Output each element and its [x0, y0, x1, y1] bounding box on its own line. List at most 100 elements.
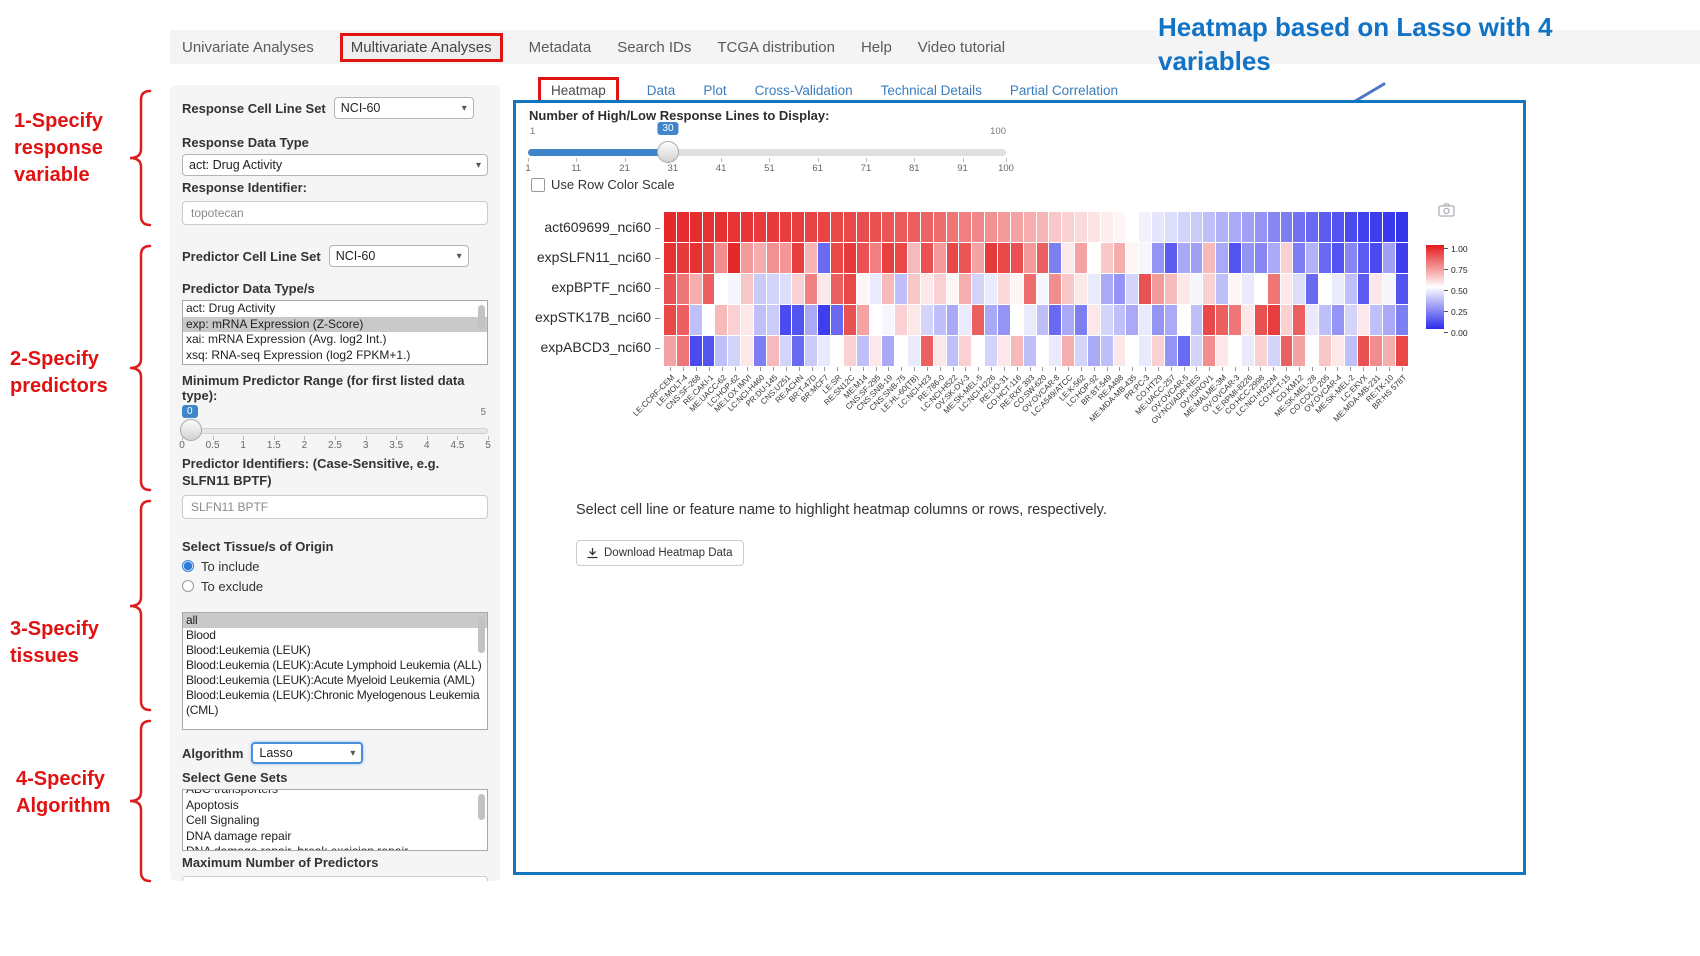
- response-identifier-input[interactable]: topotecan: [182, 201, 488, 225]
- list-option-xsq-rna-seq-expression-log2-fpkm-1[interactable]: xsq: RNA-seq Expression (log2 FPKM+1.): [186, 347, 411, 362]
- predictor-identifiers-input[interactable]: SLFN11 BPTF: [182, 495, 488, 519]
- heatmap-cell[interactable]: [869, 274, 882, 304]
- heatmap-cell[interactable]: [920, 243, 933, 273]
- heatmap-row-label-expbptf-nci60[interactable]: expBPTF_nci60: [516, 272, 660, 302]
- heatmap-cell[interactable]: [1164, 243, 1177, 273]
- scrollbar-thumb[interactable]: [478, 617, 485, 653]
- heatmap-cell[interactable]: [715, 336, 728, 366]
- heatmap-cell[interactable]: [728, 305, 741, 335]
- heatmap-row-label-expstk17b-nci60[interactable]: expSTK17B_nci60: [516, 302, 660, 332]
- heatmap-cell[interactable]: [1049, 274, 1062, 304]
- heatmap-cell[interactable]: [1344, 336, 1357, 366]
- heatmap-cell[interactable]: [676, 243, 689, 273]
- heatmap-cell[interactable]: [1280, 305, 1293, 335]
- heatmap-cell[interactable]: [856, 336, 869, 366]
- heatmap-cell[interactable]: [1331, 274, 1344, 304]
- list-option-dna-damage-repair[interactable]: DNA damage repair: [186, 828, 292, 843]
- list-option-blood[interactable]: Blood: [186, 628, 216, 642]
- heatmap-cell[interactable]: [1100, 212, 1113, 242]
- heatmap-cell[interactable]: [972, 212, 985, 242]
- heatmap-cell[interactable]: [1319, 274, 1331, 304]
- heatmap-cell[interactable]: [1229, 243, 1242, 273]
- heatmap-cell[interactable]: [702, 336, 715, 366]
- heatmap-cell[interactable]: [676, 305, 689, 335]
- list-option-apoptosis[interactable]: Apoptosis: [186, 797, 239, 812]
- heatmap-cell[interactable]: [1229, 274, 1242, 304]
- heatmap-cell[interactable]: [676, 274, 689, 304]
- heatmap-cell[interactable]: [1010, 305, 1023, 335]
- predictor-data-types-listbox[interactable]: act: Drug Activity exp: mRNA Expression (…: [182, 300, 488, 365]
- heatmap-cell[interactable]: [689, 212, 702, 242]
- heatmap-cell[interactable]: [985, 336, 997, 366]
- heatmap-cell[interactable]: [908, 305, 920, 335]
- heatmap-cell[interactable]: [1216, 212, 1229, 242]
- heatmap-cell[interactable]: [895, 243, 908, 273]
- heatmap-cell[interactable]: [715, 274, 728, 304]
- slider-handle[interactable]: [180, 419, 202, 441]
- heatmap-cell[interactable]: [1242, 274, 1254, 304]
- nav-tab-univariate-analyses[interactable]: Univariate Analyses: [182, 38, 314, 56]
- heatmap-cell[interactable]: [1152, 274, 1164, 304]
- slider-handle[interactable]: [657, 141, 679, 163]
- heatmap-cell[interactable]: [1203, 305, 1216, 335]
- heatmap-cell[interactable]: [1229, 336, 1242, 366]
- heatmap-cell[interactable]: [1383, 305, 1396, 335]
- heatmap-cell[interactable]: [1306, 212, 1319, 242]
- heatmap-cell[interactable]: [689, 305, 702, 335]
- heatmap-cell[interactable]: [1049, 305, 1062, 335]
- heatmap-cell[interactable]: [1203, 336, 1216, 366]
- heatmap-cell[interactable]: [805, 274, 818, 304]
- heatmap-cell[interactable]: [1216, 305, 1229, 335]
- heatmap-cell[interactable]: [1396, 243, 1408, 273]
- heatmap-cell[interactable]: [1075, 274, 1087, 304]
- heatmap-cell[interactable]: [1023, 305, 1036, 335]
- heatmap-cell[interactable]: [1036, 336, 1049, 366]
- heatmap-cell[interactable]: [959, 212, 972, 242]
- heatmap-cell[interactable]: [664, 274, 676, 304]
- heatmap-cell[interactable]: [1242, 243, 1254, 273]
- heatmap-cell[interactable]: [676, 212, 689, 242]
- heatmap-cell[interactable]: [882, 212, 895, 242]
- heatmap-cell[interactable]: [792, 336, 805, 366]
- response-lines-slider[interactable]: 1 100 30 1 11 21 31 41 51 61 71 81 91 100: [525, 121, 1014, 179]
- heatmap-cell[interactable]: [895, 274, 908, 304]
- heatmap-cell[interactable]: [997, 336, 1010, 366]
- heatmap-cell[interactable]: [728, 212, 741, 242]
- heatmap-cell[interactable]: [908, 243, 920, 273]
- heatmap-cell[interactable]: [972, 243, 985, 273]
- heatmap-cell[interactable]: [946, 305, 959, 335]
- heatmap-cell[interactable]: [689, 336, 702, 366]
- heatmap-cell[interactable]: [959, 274, 972, 304]
- heatmap-cell[interactable]: [1087, 212, 1100, 242]
- heatmap-cell[interactable]: [946, 274, 959, 304]
- heatmap-cell[interactable]: [1126, 274, 1139, 304]
- heatmap-cell[interactable]: [1267, 274, 1280, 304]
- heatmap-cell[interactable]: [856, 274, 869, 304]
- heatmap-row-label-expabcd3-nci60[interactable]: expABCD3_nci60: [516, 332, 660, 362]
- tissue-exclude-radio[interactable]: [182, 580, 194, 592]
- heatmap-cell[interactable]: [1113, 212, 1126, 242]
- heatmap-cell[interactable]: [1344, 243, 1357, 273]
- heatmap-cell[interactable]: [1075, 243, 1087, 273]
- heatmap-cell[interactable]: [818, 212, 830, 242]
- heatmap-cell[interactable]: [882, 274, 895, 304]
- heatmap-cell[interactable]: [1344, 212, 1357, 242]
- heatmap-cell[interactable]: [972, 336, 985, 366]
- heatmap-cell[interactable]: [1357, 274, 1370, 304]
- heatmap-cell[interactable]: [1229, 212, 1242, 242]
- heatmap-cell[interactable]: [792, 243, 805, 273]
- heatmap-cell[interactable]: [946, 243, 959, 273]
- heatmap-cell[interactable]: [1152, 212, 1164, 242]
- scrollbar-thumb[interactable]: [478, 794, 485, 820]
- heatmap-cell[interactable]: [1254, 274, 1267, 304]
- heatmap-cell[interactable]: [664, 243, 676, 273]
- heatmap-cell[interactable]: [1293, 243, 1306, 273]
- heatmap-cell[interactable]: [1010, 336, 1023, 366]
- download-heatmap-data-button[interactable]: Download Heatmap Data: [576, 540, 744, 566]
- heatmap-cell[interactable]: [753, 212, 766, 242]
- heatmap-cell[interactable]: [1113, 305, 1126, 335]
- heatmap-cell[interactable]: [1023, 212, 1036, 242]
- heatmap-cell[interactable]: [1049, 243, 1062, 273]
- heatmap-cell[interactable]: [715, 212, 728, 242]
- heatmap-cell[interactable]: [792, 212, 805, 242]
